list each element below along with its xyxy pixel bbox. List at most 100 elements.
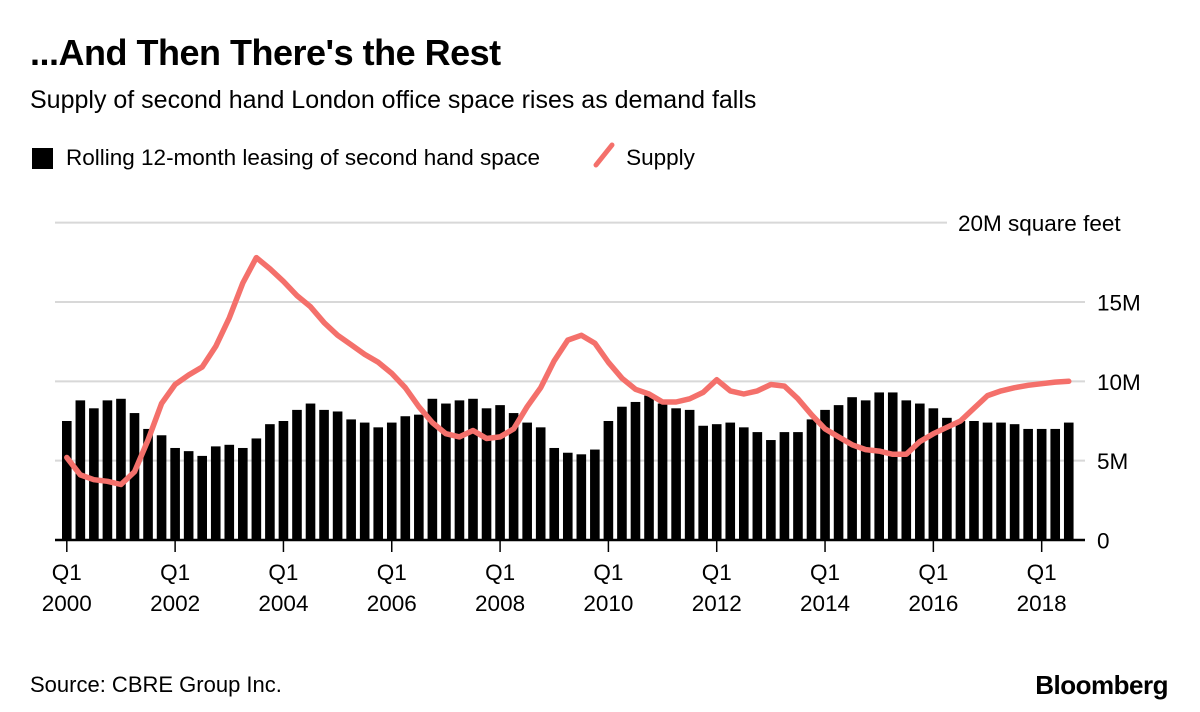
- leasing-bar: [373, 427, 384, 540]
- y-axis-label: 20M square feet: [958, 211, 1121, 236]
- leasing-bar: [671, 408, 681, 540]
- leasing-bar: [562, 452, 573, 540]
- x-axis-label-quarter: Q1: [593, 560, 623, 585]
- leasing-bar: [617, 406, 627, 540]
- leasing-bar: [982, 422, 993, 540]
- leasing-bar: [657, 403, 668, 540]
- x-axis-label-quarter: Q1: [485, 560, 515, 585]
- x-axis-label-year: 2014: [800, 591, 850, 616]
- leasing-bar: [143, 428, 153, 540]
- leasing-bar: [820, 409, 830, 540]
- leasing-bar: [874, 392, 884, 540]
- leasing-bar: [62, 420, 72, 540]
- x-axis-label-year: 2008: [475, 591, 525, 616]
- x-axis-label-year: 2010: [583, 591, 633, 616]
- leasing-bar: [427, 398, 438, 540]
- x-axis-label-quarter: Q1: [702, 560, 732, 585]
- y-axis-label: 10M: [1097, 370, 1141, 395]
- x-axis-label-quarter: Q1: [52, 560, 82, 585]
- leasing-bar: [210, 446, 221, 540]
- leasing-bar: [1023, 428, 1033, 540]
- leasing-bar: [414, 414, 424, 540]
- leasing-bar: [779, 432, 790, 540]
- leasing-bar: [183, 451, 194, 540]
- x-axis-label-year: 2016: [908, 591, 958, 616]
- leasing-bar: [1063, 422, 1074, 540]
- leasing-bar: [535, 427, 546, 540]
- leasing-bar: [1036, 428, 1047, 540]
- x-axis-label-quarter: Q1: [918, 560, 948, 585]
- y-axis-label: 15M: [1097, 290, 1141, 315]
- leasing-bar: [901, 400, 912, 540]
- leasing-bar: [1050, 428, 1061, 540]
- x-axis-label-quarter: Q1: [160, 560, 190, 585]
- leasing-bar: [238, 447, 248, 540]
- x-axis-label-year: 2002: [150, 591, 200, 616]
- x-axis-label-quarter: Q1: [810, 560, 840, 585]
- x-axis-label-year: 2006: [367, 591, 417, 616]
- leasing-bar: [793, 432, 803, 540]
- y-axis-label: 5M: [1097, 449, 1128, 474]
- leasing-bar: [766, 440, 776, 540]
- leasing-bar: [725, 422, 736, 540]
- bar-series-legend-label: Rolling 12-month leasing of second hand …: [66, 145, 541, 170]
- leasing-bar: [75, 400, 86, 540]
- leasing-bar: [752, 432, 763, 540]
- supply-line: [64, 254, 1072, 488]
- leasing-bar: [915, 403, 925, 540]
- leasing-bar: [495, 405, 505, 540]
- leasing-bar: [549, 447, 560, 540]
- x-axis-label-quarter: Q1: [1027, 560, 1057, 585]
- leasing-bar: [454, 400, 465, 540]
- leasing-bar: [156, 435, 167, 540]
- leasing-bar: [942, 417, 952, 540]
- x-axis-label-year: 2004: [258, 591, 308, 616]
- leasing-bar: [522, 422, 532, 540]
- leasing-bar: [481, 408, 492, 540]
- leasing-bar: [1009, 424, 1020, 540]
- x-axis-label-year: 2018: [1017, 591, 1067, 616]
- leasing-bar: [711, 424, 722, 540]
- leasing-bar: [400, 416, 411, 540]
- leasing-bar: [860, 400, 871, 540]
- leasing-bar: [359, 422, 370, 540]
- leasing-bar: [644, 395, 654, 540]
- source-credit: Source: CBRE Group Inc.: [30, 672, 282, 697]
- leasing-bar: [129, 413, 140, 540]
- supply-leasing-chart: 20M square feet 15M 10M 5M 0 Q1 2000 Q1 2002 Q1 20…: [42, 211, 1141, 616]
- leasing-bar: [833, 405, 844, 540]
- leasing-bar: [603, 420, 614, 540]
- line-series-legend-label: Supply: [626, 145, 695, 170]
- leasing-bar: [332, 411, 343, 540]
- leasing-bar: [89, 408, 99, 540]
- leasing-bar: [996, 422, 1006, 540]
- x-axis-label-year: 2000: [42, 591, 92, 616]
- leasing-bar: [386, 422, 397, 540]
- leasing-bar: [251, 438, 262, 540]
- leasing-bar: [319, 409, 329, 540]
- leasing-bar: [630, 401, 641, 540]
- leasing-bar: [292, 409, 302, 540]
- y-axis-label: 0: [1097, 529, 1110, 554]
- x-axis-label-quarter: Q1: [377, 560, 407, 585]
- leasing-bar: [684, 409, 695, 540]
- leasing-bar: [576, 454, 587, 540]
- leasing-bar: [955, 420, 966, 540]
- leasing-bar: [278, 420, 289, 540]
- leasing-bar: [170, 447, 180, 540]
- leasing-bar: [887, 392, 898, 540]
- leasing-bar: [508, 413, 519, 540]
- leasing-bar: [441, 403, 451, 540]
- chart-subtitle: Supply of second hand London office spac…: [30, 86, 757, 114]
- leasing-bar: [346, 419, 356, 540]
- line-series-swatch-icon: [592, 142, 616, 174]
- leasing-bar: [102, 400, 113, 540]
- leasing-bar: [305, 403, 316, 540]
- leasing-bar: [698, 425, 708, 540]
- chart-title: ...And Then There's the Rest: [30, 32, 501, 73]
- leasing-bar: [590, 449, 600, 540]
- leasing-bar: [224, 444, 235, 540]
- leasing-bar: [739, 427, 749, 540]
- bar-series-swatch-icon: [32, 147, 53, 169]
- x-axis-label-quarter: Q1: [268, 560, 298, 585]
